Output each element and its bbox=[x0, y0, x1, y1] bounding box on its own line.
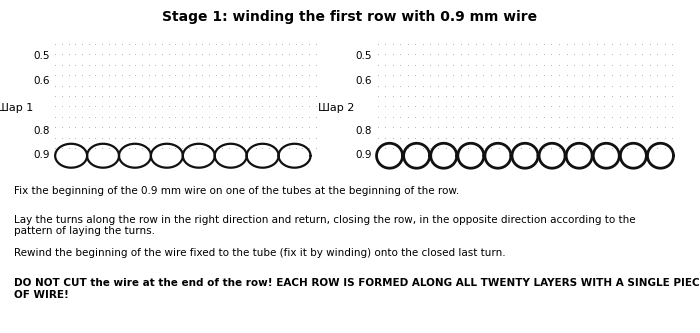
Text: Шар 1: Шар 1 bbox=[0, 103, 34, 113]
Text: Rewind the beginning of the wire fixed to the tube (fix it by winding) onto the : Rewind the beginning of the wire fixed t… bbox=[14, 248, 505, 258]
Text: Stage 1: winding the first row with 0.9 mm wire: Stage 1: winding the first row with 0.9 … bbox=[162, 10, 538, 24]
Text: Lay the turns along the row in the right direction and return, closing the row, : Lay the turns along the row in the right… bbox=[14, 215, 636, 236]
Text: Шар 2: Шар 2 bbox=[318, 103, 354, 113]
Text: DO NOT CUT the wire at the end of the row! EACH ROW IS FORMED ALONG ALL TWENTY L: DO NOT CUT the wire at the end of the ro… bbox=[14, 278, 700, 300]
Text: Fix the beginning of the 0.9 mm wire on one of the tubes at the beginning of the: Fix the beginning of the 0.9 mm wire on … bbox=[14, 186, 459, 196]
